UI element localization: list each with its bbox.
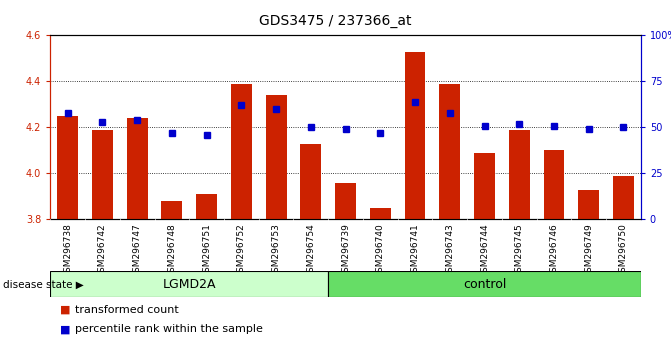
Bar [127,118,148,219]
Text: GSM296743: GSM296743 [446,224,454,278]
Bar [474,153,495,219]
Text: GSM296749: GSM296749 [584,224,593,278]
Bar [301,144,321,219]
Text: GSM296740: GSM296740 [376,224,384,278]
Text: GSM296748: GSM296748 [167,224,176,278]
Bar [613,176,634,219]
Bar [57,116,78,219]
Text: GSM296745: GSM296745 [515,224,524,278]
Text: GSM296741: GSM296741 [411,224,419,278]
Bar [335,183,356,219]
Text: percentile rank within the sample: percentile rank within the sample [75,324,263,334]
Text: GSM296744: GSM296744 [480,224,489,278]
Bar [544,150,564,219]
Bar [578,190,599,219]
Text: GSM296746: GSM296746 [550,224,558,278]
Bar [231,84,252,219]
Bar [509,130,529,219]
Text: LGMD2A: LGMD2A [162,278,216,291]
Bar [328,271,641,297]
Bar [196,194,217,219]
Text: GSM296742: GSM296742 [98,224,107,278]
Bar [266,95,287,219]
Text: GSM296753: GSM296753 [272,224,280,279]
Text: GSM296751: GSM296751 [202,224,211,279]
Text: disease state ▶: disease state ▶ [3,280,84,290]
Bar [405,51,425,219]
Text: GDS3475 / 237366_at: GDS3475 / 237366_at [259,14,412,28]
Bar [162,201,183,219]
Text: control: control [463,278,506,291]
Text: GSM296738: GSM296738 [63,224,72,279]
Bar [370,208,391,219]
Text: GSM296750: GSM296750 [619,224,628,279]
Text: GSM296752: GSM296752 [237,224,246,278]
Bar [440,84,460,219]
Text: transformed count: transformed count [75,305,179,315]
Text: ■: ■ [60,305,71,315]
Text: GSM296754: GSM296754 [307,224,315,278]
Bar [92,130,113,219]
Text: ■: ■ [60,324,71,334]
Text: GSM296739: GSM296739 [341,224,350,279]
Bar [50,271,328,297]
Text: GSM296747: GSM296747 [133,224,142,278]
